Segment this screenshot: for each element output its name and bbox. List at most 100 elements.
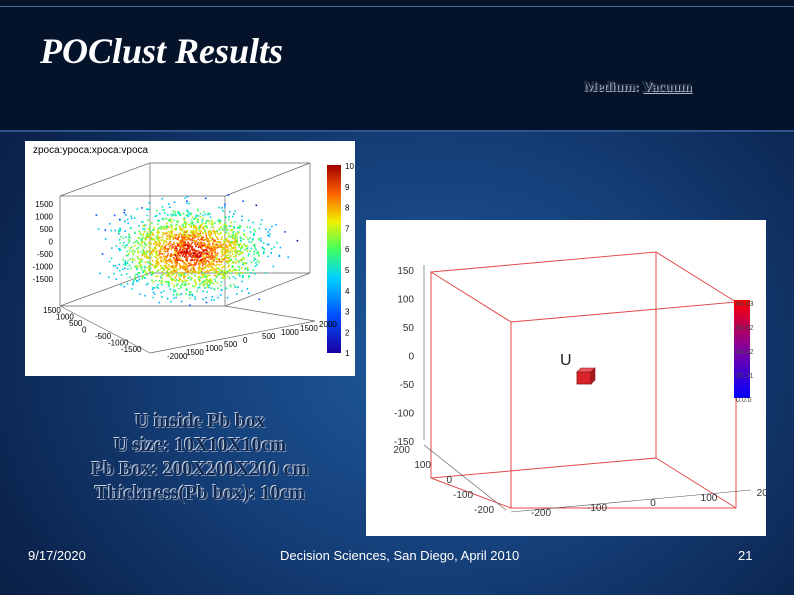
- scatter-point: [253, 243, 256, 246]
- scatter-point: [219, 222, 221, 224]
- scatter-point: [216, 241, 218, 244]
- scatter-point: [206, 269, 209, 272]
- scatter-point: [220, 244, 223, 246]
- scatter-point: [139, 244, 141, 246]
- scatter-point: [178, 234, 180, 237]
- scatter-point: [220, 226, 222, 228]
- scatter-point: [149, 251, 152, 254]
- scatter-point: [167, 243, 170, 246]
- scatter-point: [174, 266, 177, 268]
- scatter-point: [194, 249, 196, 252]
- scatter-point: [201, 236, 203, 239]
- scatter-point: [207, 243, 209, 245]
- scatter-point: [143, 252, 145, 255]
- scatter-point: [197, 215, 200, 217]
- scatter-point: [201, 246, 203, 249]
- scatter-point: [165, 266, 167, 269]
- scatter-point: [143, 251, 146, 254]
- scatter-point: [157, 284, 159, 286]
- scatter-point: [178, 254, 180, 257]
- scatter-point: [269, 233, 271, 235]
- scatter-point: [175, 294, 178, 296]
- scatter-point: [128, 233, 130, 235]
- scatter-point: [217, 240, 219, 243]
- scatter-point: [154, 267, 156, 269]
- scatter-point: [129, 276, 131, 279]
- scatter-point: [267, 231, 269, 233]
- footer-date: 9/17/2020: [28, 548, 86, 563]
- scatter-point: [144, 238, 147, 241]
- scatter-point: [151, 237, 153, 240]
- scatter-point: [191, 256, 193, 259]
- scatter-point: [170, 235, 172, 237]
- scatter-point: [220, 231, 222, 234]
- scatter-point: [236, 251, 238, 254]
- scatter-point: [195, 232, 198, 235]
- scatter-point: [215, 258, 217, 261]
- scatter-point: [238, 269, 240, 271]
- scatter-point: [208, 284, 211, 287]
- scatter-point: [176, 238, 179, 240]
- scatter-point: [161, 234, 164, 236]
- scatter-point: [142, 233, 144, 235]
- scatter-point: [190, 273, 193, 275]
- scatter-point: [164, 261, 166, 264]
- scatter-point: [217, 274, 220, 277]
- scatter-point: [220, 263, 222, 266]
- scatter-point: [179, 275, 182, 277]
- scatter-point: [250, 247, 252, 250]
- left-colorbar-tick-label: 2: [345, 328, 350, 337]
- scatter-point: [146, 208, 148, 210]
- scatter-point: [253, 250, 255, 253]
- scatter-point: [197, 238, 200, 241]
- scatter-point: [147, 256, 150, 259]
- scatter-point: [169, 206, 171, 208]
- scatter-point: [181, 228, 184, 231]
- scatter-point: [157, 223, 159, 225]
- scatter-point: [227, 232, 230, 235]
- scatter-point: [173, 201, 176, 203]
- scatter-point: [200, 225, 202, 228]
- scatter-point: [155, 235, 157, 238]
- scatter-point: [214, 230, 217, 233]
- scatter-point: [189, 278, 192, 281]
- scatter-point: [252, 269, 254, 271]
- scatter-point: [153, 239, 156, 241]
- scatter-point: [203, 260, 205, 263]
- scatter-point: [221, 254, 224, 256]
- scatter-point: [157, 237, 160, 239]
- scatter-point: [225, 260, 227, 262]
- scatter-point: [137, 280, 139, 283]
- scatter-point: [138, 258, 141, 261]
- scatter-point: [188, 291, 191, 293]
- scatter-point: [140, 234, 142, 236]
- scatter-point: [198, 266, 201, 269]
- scatter-point: [189, 250, 191, 253]
- scatter-point: [165, 280, 168, 283]
- scatter-point: [209, 255, 212, 258]
- scatter-point: [232, 231, 235, 233]
- scatter-point: [186, 214, 189, 216]
- scatter-point: [210, 262, 213, 265]
- scatter-point: [155, 260, 157, 262]
- scatter-point: [173, 228, 176, 230]
- scatter-point: [225, 231, 227, 234]
- scatter-point: [183, 247, 186, 250]
- scatter-point: [201, 268, 204, 271]
- scatter-point: [179, 255, 181, 257]
- scatter-point: [178, 278, 181, 280]
- scatter-point: [148, 253, 151, 256]
- left-depth-tick-label: 1000: [56, 313, 74, 322]
- scatter-point: [148, 270, 151, 272]
- scatter-point: [192, 234, 195, 237]
- scatter-point: [284, 231, 286, 233]
- scatter-point: [237, 243, 239, 246]
- scatter-point: [228, 235, 231, 237]
- scatter-point: [210, 280, 213, 282]
- scatter-point: [160, 256, 162, 258]
- scatter-point: [166, 266, 168, 269]
- scatter-point: [202, 298, 204, 301]
- scatter-point: [208, 248, 211, 250]
- scatter-point: [137, 250, 139, 252]
- scatter-point: [181, 236, 184, 238]
